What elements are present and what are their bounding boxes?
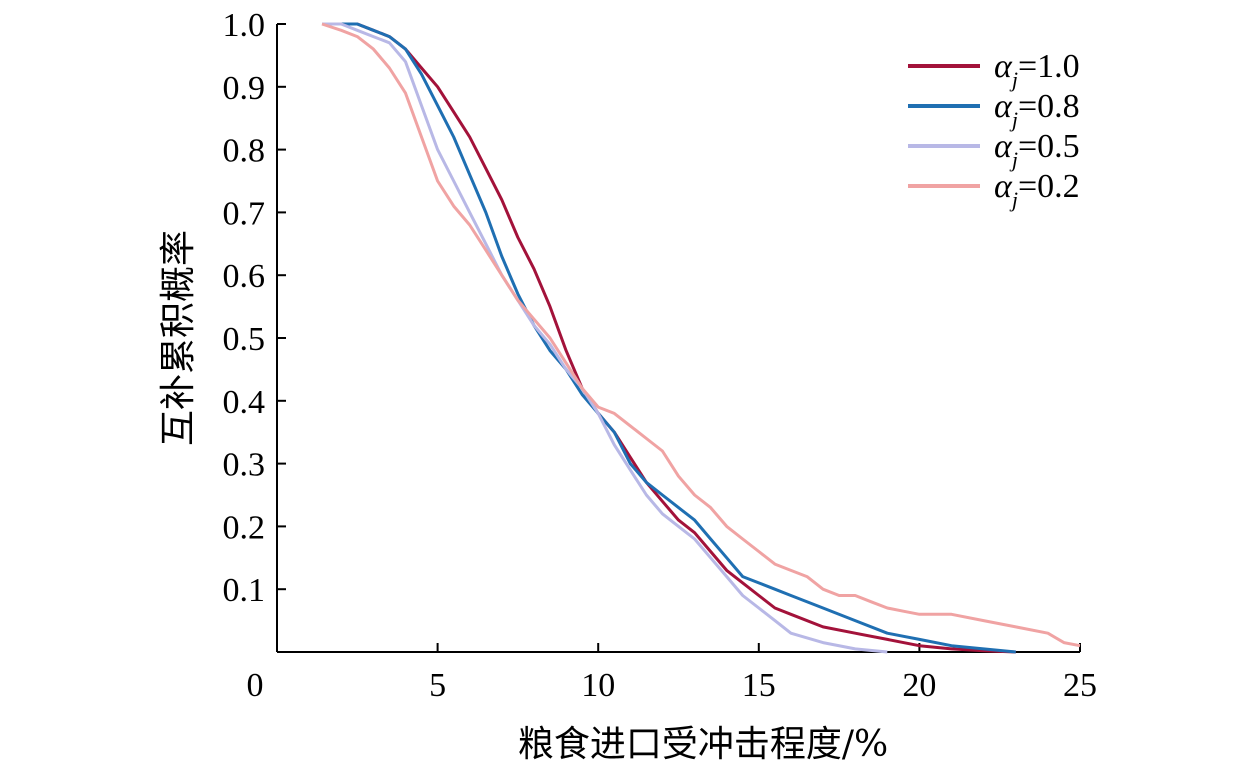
- axes: [276, 24, 1080, 653]
- legend-subscript: j: [1009, 187, 1018, 212]
- y-axis-title: 互补累积概率: [158, 230, 199, 446]
- x-tick-label: 15: [742, 667, 776, 704]
- legend-alpha: α: [994, 128, 1013, 165]
- legend-entry-2: αj=0.5: [994, 128, 1080, 172]
- legend-alpha: α: [994, 168, 1013, 205]
- legend-value: =0.2: [1018, 168, 1080, 205]
- x-axis-title: 粮食进口受冲击程度/%: [518, 724, 888, 765]
- x-tick-label: 5: [429, 667, 446, 704]
- x-tick-label: 20: [902, 667, 936, 704]
- legend-value: =1.0: [1018, 48, 1080, 85]
- y-tick-label: 0.6: [223, 258, 266, 295]
- y-tick-label: 0.4: [223, 384, 266, 421]
- legend-value: =0.5: [1018, 128, 1080, 165]
- y-ticks: 0.1 0.2 0.3 0.4 0.5 0.6 0.7 0.8 0.9 1.0: [223, 7, 286, 609]
- y-tick-label: 1.0: [223, 7, 266, 44]
- legend-alpha: α: [994, 48, 1013, 85]
- legend-subscript: j: [1009, 147, 1018, 172]
- y-tick-label: 0.1: [223, 572, 266, 609]
- series-line-1: [322, 22, 1016, 654]
- x-tick-label: 10: [581, 667, 615, 704]
- legend-subscript: j: [1009, 107, 1018, 132]
- x-tick-label: 0: [247, 667, 264, 704]
- legend-alpha: α: [994, 88, 1013, 125]
- y-tick-label: 0.9: [223, 70, 266, 107]
- y-tick-label: 0.3: [223, 447, 266, 484]
- y-tick-label: 0.2: [223, 509, 266, 546]
- series-lines: [321, 22, 1081, 654]
- x-tick-label: 25: [1063, 667, 1097, 704]
- legend-entry-3: αj=0.2: [994, 168, 1080, 212]
- series-line-2: [322, 22, 888, 654]
- legend-entry-1: αj=0.8: [994, 88, 1080, 132]
- legend-entry-0: αj=1.0: [994, 48, 1080, 92]
- y-tick-label: 0.7: [223, 195, 266, 232]
- y-tick-label: 0.5: [223, 321, 266, 358]
- legend: αj=1.0αj=0.8αj=0.5αj=0.2: [908, 48, 1080, 212]
- y-tick-label: 0.8: [223, 133, 266, 170]
- legend-value: =0.8: [1018, 88, 1080, 125]
- series-line-3: [321, 22, 1081, 648]
- legend-subscript: j: [1009, 67, 1018, 92]
